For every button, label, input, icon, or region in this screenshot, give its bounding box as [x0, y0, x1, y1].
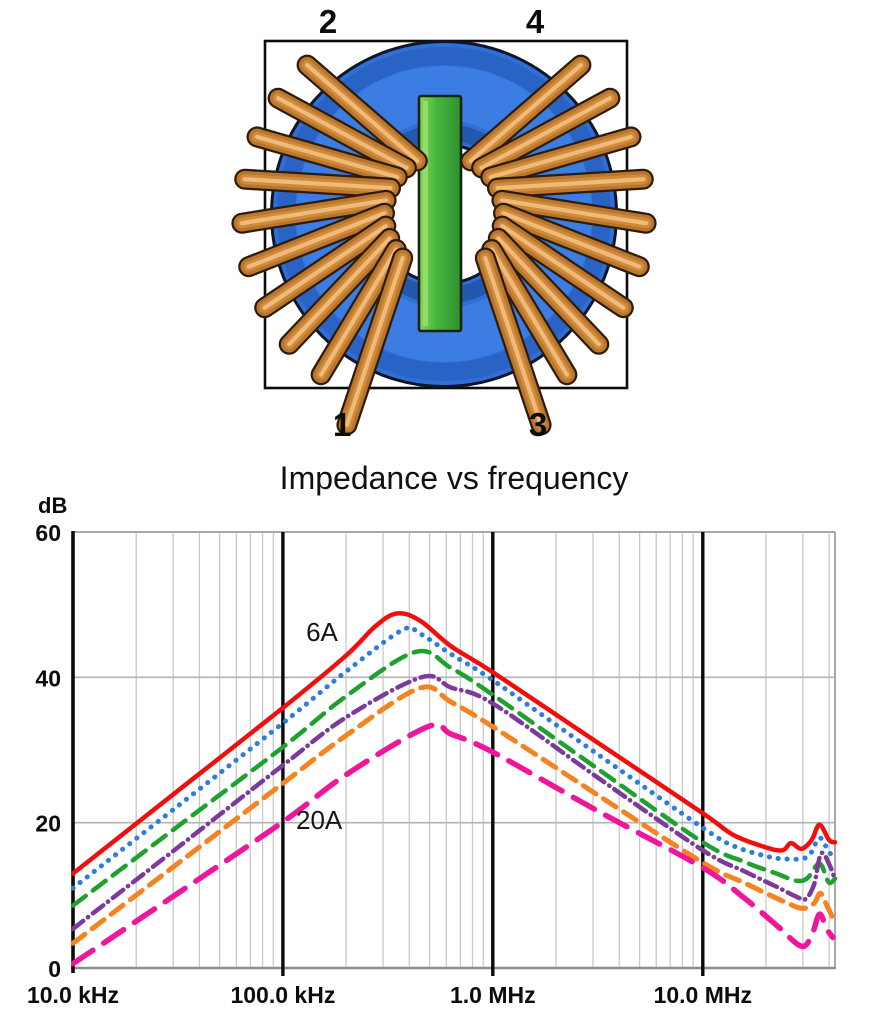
winding-turn — [460, 54, 592, 172]
y-tick-label: 0 — [48, 956, 61, 982]
winding-turn — [238, 202, 395, 278]
winding-turn — [474, 247, 552, 436]
y-tick-label: 20 — [35, 811, 61, 837]
winding-turn — [481, 239, 578, 386]
winding-turn — [267, 87, 417, 179]
chart-curves — [71, 610, 837, 967]
terminal-label-4: 4 — [526, 3, 545, 40]
winding-turn — [296, 54, 428, 172]
winding-turn — [487, 227, 610, 355]
winding-turn — [278, 227, 401, 355]
winding-turn — [487, 168, 654, 199]
curve-series-4 — [71, 673, 837, 932]
terminal-label-2: 2 — [319, 3, 337, 40]
winding-turn — [491, 215, 634, 319]
winding-turn — [480, 126, 642, 188]
winding-turn — [231, 189, 397, 234]
curve-6a — [71, 610, 837, 876]
curve-label-6A: 6A — [306, 617, 338, 647]
chart-tick-labels: 0 20 40 60 10.0 kHz 100.0 kHz 1.0 MHz 10.0 MHz — [27, 520, 752, 1008]
winding-turn — [234, 168, 401, 199]
curve-20a — [71, 721, 836, 967]
winding-turn — [254, 215, 397, 319]
curve-series-5 — [71, 684, 837, 946]
center-bar — [417, 94, 463, 333]
windings — [231, 54, 657, 436]
chart-grid — [71, 531, 836, 976]
x-tick-label: 10.0 MHz — [654, 982, 752, 1008]
winding-turn — [493, 202, 650, 278]
terminal-label-3: 3 — [529, 406, 547, 443]
winding-turn — [246, 126, 408, 188]
y-tick-label: 40 — [35, 665, 61, 691]
y-tick-label: 60 — [35, 520, 61, 546]
winding-turn — [310, 239, 407, 386]
winding-turn — [471, 87, 621, 179]
y-axis-unit-label: dB — [38, 493, 67, 518]
impedance-chart: dB 0 20 40 60 10.0 kHz 100.0 kHz 1.0 MHz 10.0 M… — [27, 493, 837, 1008]
chart-title: Impedance vs frequency — [280, 460, 629, 496]
curve-series-2 — [71, 624, 837, 891]
winding-turn — [491, 189, 657, 234]
terminal-label-1: 1 — [333, 406, 351, 443]
curve-series-3 — [71, 648, 837, 908]
winding-turn — [336, 247, 414, 436]
x-tick-label: 100.0 kHz — [230, 982, 335, 1008]
toroid-illustration: 2 4 1 3 — [231, 3, 657, 443]
curve-label-20A: 20A — [296, 805, 343, 835]
x-tick-label: 10.0 kHz — [27, 982, 119, 1008]
x-tick-label: 1.0 MHz — [450, 982, 536, 1008]
